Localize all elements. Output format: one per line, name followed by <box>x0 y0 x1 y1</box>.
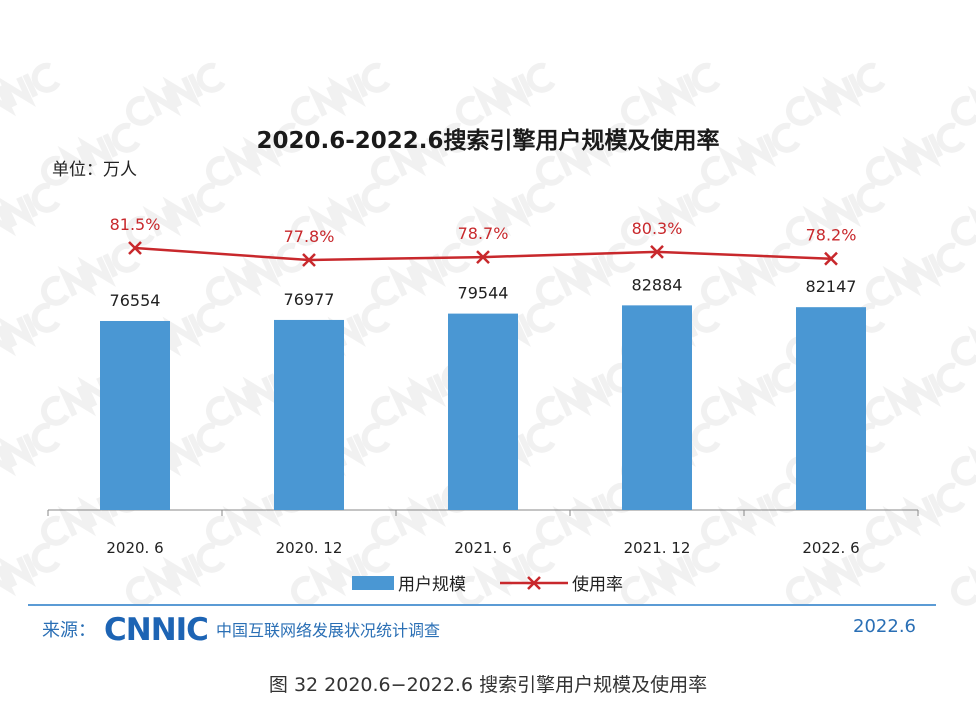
watermark-mark <box>701 122 801 186</box>
watermark-mark <box>41 122 141 186</box>
watermark-mark <box>0 302 61 366</box>
watermark-mark <box>206 362 306 426</box>
line-label: 78.7% <box>458 224 509 243</box>
watermark-mark <box>126 182 226 246</box>
x-tick-label: 2022. 6 <box>802 539 859 557</box>
watermark-mark <box>786 182 886 246</box>
watermark-mark <box>456 542 556 606</box>
watermark-mark <box>126 62 226 126</box>
source-prefix: 来源： <box>42 619 96 641</box>
source-date: 2022.6 <box>853 616 916 637</box>
line-marker <box>650 245 664 259</box>
watermark-mark <box>786 542 886 606</box>
watermark-mark <box>951 62 976 126</box>
watermark-mark <box>621 542 721 606</box>
bar-label: 76554 <box>110 291 161 310</box>
cnnic-logo: CNNIC <box>104 612 209 648</box>
watermark-mark <box>621 62 721 126</box>
watermark-mark <box>866 122 966 186</box>
bar <box>274 319 344 510</box>
watermark-mark <box>866 362 966 426</box>
watermark-mark <box>951 302 976 366</box>
x-tick-label: 2021. 12 <box>624 539 691 557</box>
watermark-mark <box>41 242 141 306</box>
line-label: 78.2% <box>806 226 857 245</box>
line-marker <box>302 253 316 267</box>
watermark-mark <box>621 182 721 246</box>
watermark-mark <box>206 122 306 186</box>
watermark-mark <box>291 62 391 126</box>
bar <box>100 320 170 510</box>
legend-bar-swatch <box>352 576 394 590</box>
bar-label: 82884 <box>632 275 683 294</box>
x-tick-label: 2020. 6 <box>106 539 163 557</box>
bar <box>448 313 518 510</box>
watermark-mark <box>456 62 556 126</box>
legend-bar-label: 用户规模 <box>398 575 466 595</box>
figure-caption: 图 32 2020.6−2022.6 搜索引擎用户规模及使用率 <box>268 674 708 696</box>
line-label: 81.5% <box>110 215 161 234</box>
watermark-mark <box>0 182 61 246</box>
watermark-mark <box>951 182 976 246</box>
watermark-mark <box>291 542 391 606</box>
watermark-mark <box>536 362 636 426</box>
line-label: 80.3% <box>632 219 683 238</box>
bar-label: 79544 <box>458 284 509 303</box>
unit-label: 单位：万人 <box>52 160 137 180</box>
watermark-mark <box>0 422 61 486</box>
watermark-mark <box>41 482 141 546</box>
watermark-mark <box>951 542 976 606</box>
watermark-mark <box>456 182 556 246</box>
line-marker <box>476 250 490 264</box>
watermark-mark <box>371 482 471 546</box>
watermark-mark <box>206 242 306 306</box>
legend-line-label: 使用率 <box>572 574 623 595</box>
x-tick-label: 2021. 6 <box>454 539 511 557</box>
bar-label: 82147 <box>806 277 857 296</box>
watermark-mark <box>0 62 61 126</box>
line-label: 77.8% <box>284 227 335 246</box>
watermark-mark <box>701 242 801 306</box>
bar-label: 76977 <box>284 290 335 309</box>
watermark-mark <box>0 542 61 606</box>
x-tick-label: 2020. 12 <box>276 539 343 557</box>
source: 来源： CNNIC 中国互联网络发展状况统计调查 <box>42 612 440 649</box>
watermark-mark <box>536 242 636 306</box>
watermark-mark <box>701 362 801 426</box>
watermark-mark <box>206 482 306 546</box>
watermark-mark <box>41 362 141 426</box>
line-marker <box>824 251 838 266</box>
watermark-mark <box>371 122 471 186</box>
bar <box>622 305 692 510</box>
watermark-mark <box>866 482 966 546</box>
watermark-mark <box>701 482 801 546</box>
watermark-mark <box>951 422 976 486</box>
source-name: 中国互联网络发展状况统计调查 <box>215 621 440 640</box>
watermark-mark <box>371 362 471 426</box>
bar <box>796 307 866 510</box>
watermark-mark <box>786 62 886 126</box>
watermark-mark <box>536 122 636 186</box>
watermark-mark <box>866 242 966 306</box>
watermark-mark <box>291 182 391 246</box>
line-marker <box>128 241 142 255</box>
legend-line-marker <box>527 576 541 590</box>
chart-title: 2020.6-2022.6搜索引擎用户规模及使用率 <box>256 128 720 154</box>
watermark-mark <box>536 482 636 546</box>
watermark-mark <box>126 542 226 606</box>
watermark-mark <box>371 242 471 306</box>
